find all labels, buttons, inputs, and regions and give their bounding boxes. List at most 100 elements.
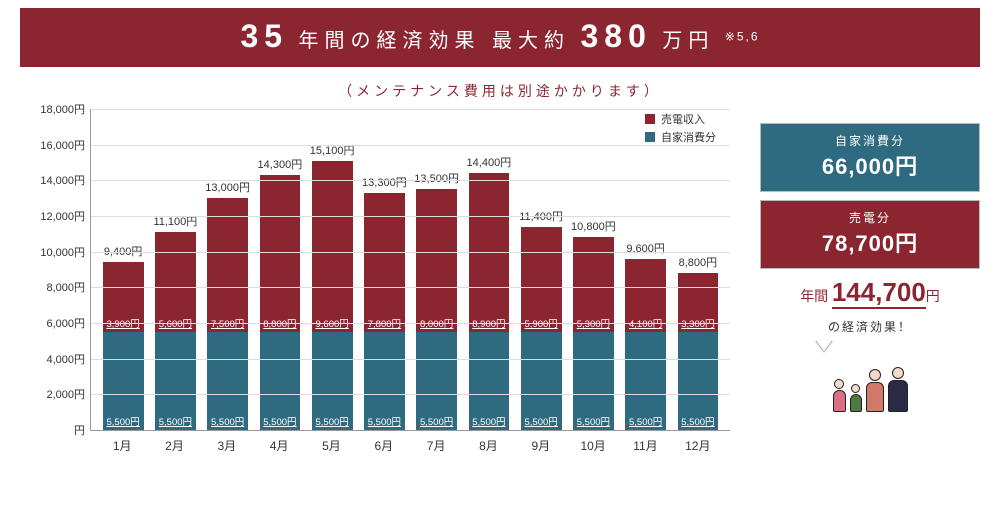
gridline	[91, 287, 730, 288]
bar-segment-label: 5,500円	[263, 414, 296, 430]
bar-segment-self: 5,500円	[260, 332, 301, 430]
annual-suffix: 円	[926, 288, 940, 304]
bar-segment-sales: 5,600円	[155, 232, 196, 332]
bar-segment-label: 5,500円	[524, 414, 557, 430]
x-axis-label: 2月	[148, 437, 200, 454]
bar-total-label: 14,300円	[258, 156, 303, 172]
bar-segment-label: 5,500円	[315, 414, 348, 430]
annual-value: 144,700	[832, 277, 926, 309]
headline-footnote: ※5,6	[725, 30, 760, 44]
bar-stack: 4,100円 5,500円	[625, 259, 666, 430]
gridline	[91, 109, 730, 110]
y-axis-tick: 10,000円	[21, 244, 91, 260]
bar-column: 8,800円3,300円5,500円	[672, 109, 724, 430]
y-axis-tick: 14,000円	[21, 172, 91, 188]
y-axis-tick: 8,000円	[21, 279, 91, 295]
bar-stack: 5,600円 5,500円	[155, 232, 196, 430]
y-axis-tick: 円	[21, 422, 91, 438]
x-axis-label: 4月	[253, 437, 305, 454]
y-axis-tick: 16,000円	[21, 137, 91, 153]
gridline	[91, 394, 730, 395]
bar-segment-label: 5,500円	[368, 414, 401, 430]
summary-box-value: 66,000円	[761, 149, 979, 181]
bar-segment-self: 5,500円	[312, 332, 353, 430]
y-axis-tick: 12,000円	[21, 208, 91, 224]
bar-segment-sales: 3,900円	[103, 262, 144, 332]
bar-segment-label: 5,500円	[472, 414, 505, 430]
person-head	[892, 367, 904, 379]
gridline	[91, 145, 730, 146]
subtitle: （メンテナンス費用は別途かかります）	[0, 81, 1000, 101]
bar-total-label: 14,400円	[467, 154, 512, 170]
x-axis-label: 6月	[358, 437, 410, 454]
bar-segment-sales: 4,100円	[625, 259, 666, 332]
bar-total-label: 13,000円	[205, 179, 250, 195]
bar-segment-label: 5,500円	[211, 414, 244, 430]
summary-box-value: 78,700円	[761, 226, 979, 258]
bar-segment-label: 5,500円	[159, 414, 192, 430]
bar-total-label: 13,300円	[362, 174, 407, 190]
summary-box-self-consumption: 自家消費分 66,000円	[760, 123, 980, 192]
bar-column: 13,300円7,800円5,500円	[358, 109, 410, 430]
annual-prefix: 年間	[800, 288, 828, 304]
x-axis-label: 5月	[305, 437, 357, 454]
bar-segment-label: 5,500円	[420, 414, 453, 430]
x-axis-label: 11月	[619, 437, 671, 454]
bar-column: 11,100円5,600円5,500円	[149, 109, 201, 430]
x-axis-label: 9月	[515, 437, 567, 454]
amount-number: 380	[581, 18, 652, 54]
years-number: 35	[240, 18, 288, 54]
person-body	[833, 390, 846, 412]
bar-total-label: 8,800円	[679, 254, 718, 270]
bar-segment-sales: 8,800円	[260, 175, 301, 332]
speech-bubble-tail	[815, 341, 833, 353]
bar-column: 11,400円5,900円5,500円	[515, 109, 567, 430]
bar-column: 14,400円 8,900円5,500円	[463, 109, 515, 430]
person-body	[850, 394, 862, 412]
bar-segment-label: 5,500円	[681, 414, 714, 430]
gridline	[91, 323, 730, 324]
person-icon	[866, 367, 884, 412]
person-head	[834, 379, 844, 389]
bar-stack: 5,900円5,500円	[521, 227, 562, 430]
bar-stack: 8,900円5,500円	[469, 173, 510, 430]
person-head	[851, 384, 860, 393]
bar-column: 13,500円 8,000円 5,500円	[411, 109, 463, 430]
bar-segment-label: 5,500円	[629, 414, 662, 430]
x-axis-label: 12月	[672, 437, 724, 454]
bar-segment-sales: 8,000円	[416, 189, 457, 332]
bar-segment-label: 5,500円	[577, 414, 610, 430]
bar-stack: 8,800円 5,500円	[260, 175, 301, 430]
bar-column: 14,300円 8,800円 5,500円	[254, 109, 306, 430]
summary-box-label: 自家消費分	[761, 132, 979, 149]
y-axis-tick: 18,000円	[21, 101, 91, 117]
bar-segment-self: 5,500円	[625, 332, 666, 430]
bar-total-label: 13,500円	[414, 170, 459, 186]
bar-stack: 5,300円5,500円	[573, 237, 614, 430]
bar-column: 13,000円7,500円5,500円	[202, 109, 254, 430]
bar-segment-label: 5,500円	[106, 414, 139, 430]
person-icon	[850, 367, 862, 412]
bar-stack: 9,600円 5,500円	[312, 161, 353, 430]
y-axis-tick: 4,000円	[21, 351, 91, 367]
bar-segment-self: 5,500円	[364, 332, 405, 430]
bar-segment-sales: 9,600円	[312, 161, 353, 332]
bar-segment-self: 5,500円	[416, 332, 457, 430]
x-axis-label: 8月	[462, 437, 514, 454]
bar-segment-self: 5,500円	[207, 332, 248, 430]
x-axis-label: 3月	[201, 437, 253, 454]
bar-column: 9,600円4,100円5,500円	[620, 109, 672, 430]
bar-total-label: 10,800円	[571, 218, 616, 234]
bar-segment-self: 5,500円	[469, 332, 510, 430]
bar-segment-self: 5,500円	[573, 332, 614, 430]
headline-banner: 35 年間の経済効果 最大約 380 万円 ※5,6	[20, 8, 980, 67]
headline-text-2: 万円	[662, 30, 714, 52]
annual-tagline: の経済効果！	[760, 318, 980, 335]
person-icon	[833, 367, 846, 412]
monthly-chart: 売電収入自家消費分 9,400円3,900円5,500円11,100円5,600…	[20, 109, 740, 479]
bar-column: 15,100円9,600円5,500円	[306, 109, 358, 430]
annual-total-line: 年間 144,700円	[760, 277, 980, 308]
x-axis-label: 7月	[410, 437, 462, 454]
bar-column: 10,800円 5,300円5,500円	[567, 109, 619, 430]
person-body	[888, 380, 908, 412]
